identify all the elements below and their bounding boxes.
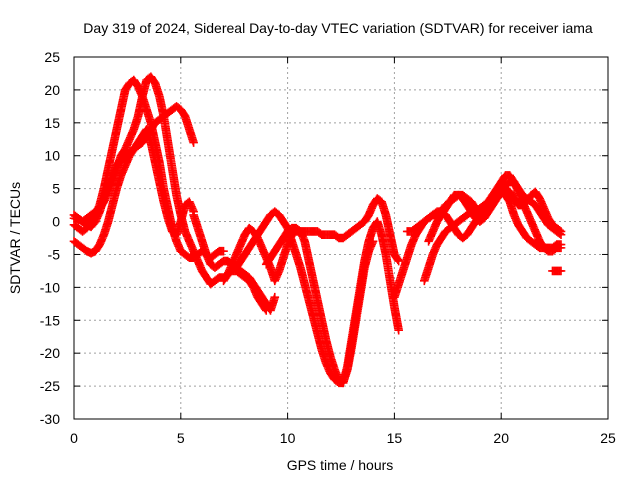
x-tick-label: 20	[493, 430, 509, 446]
y-tick-label: 10	[44, 148, 60, 164]
series-arc-12	[420, 187, 566, 286]
data-point	[394, 325, 403, 335]
y-tick-label: -25	[40, 378, 60, 394]
series-arc-13	[548, 266, 566, 276]
series-arc-4	[69, 125, 198, 258]
series-arc-8	[261, 223, 378, 388]
x-tick-label: 10	[280, 430, 296, 446]
data-point	[393, 255, 403, 265]
y-tick-label: 5	[52, 181, 60, 197]
data-point	[368, 236, 378, 246]
x-axis-title: GPS time / hours	[287, 457, 394, 473]
y-tick-label: 20	[44, 82, 60, 98]
y-tick-label: 25	[44, 49, 60, 65]
data-point	[556, 227, 566, 236]
x-tick-label: 25	[600, 430, 616, 446]
data-point	[270, 292, 280, 302]
y-axis-title: SDTVAR / TECUs	[7, 182, 23, 294]
data-point	[189, 138, 198, 147]
y-tick-label: 0	[52, 214, 60, 230]
y-tick-label: -20	[40, 345, 60, 361]
x-tick-label: 5	[177, 430, 185, 446]
x-tick-label: 15	[387, 430, 403, 446]
y-tick-label: -10	[40, 279, 60, 295]
y-tick-label: 15	[44, 115, 60, 131]
data-point	[556, 240, 566, 249]
chart-title: Day 319 of 2024, Sidereal Day-to-day VTE…	[83, 20, 593, 36]
data-point	[219, 246, 228, 256]
data-layer	[69, 72, 566, 388]
data-point	[394, 256, 403, 266]
tick-layer: 0 5 10 15 20 25 -30 -25 -20 -15 -10 -5 0 5 10 15 20 25	[40, 49, 616, 446]
x-tick-label: 0	[70, 430, 78, 446]
data-point	[555, 226, 564, 235]
y-tick-label: -5	[48, 246, 61, 262]
data-point	[556, 266, 566, 276]
y-tick-label: -15	[40, 312, 60, 328]
y-tick-label: -30	[40, 411, 60, 427]
